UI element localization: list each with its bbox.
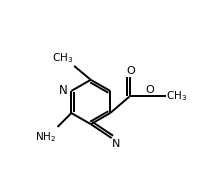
Text: N: N [112,139,121,149]
Text: NH$_2$: NH$_2$ [35,130,56,143]
Text: O: O [145,85,154,95]
Text: CH$_3$: CH$_3$ [166,89,187,103]
Text: N: N [59,84,68,97]
Text: O: O [126,66,135,76]
Text: CH$_3$: CH$_3$ [52,51,74,65]
